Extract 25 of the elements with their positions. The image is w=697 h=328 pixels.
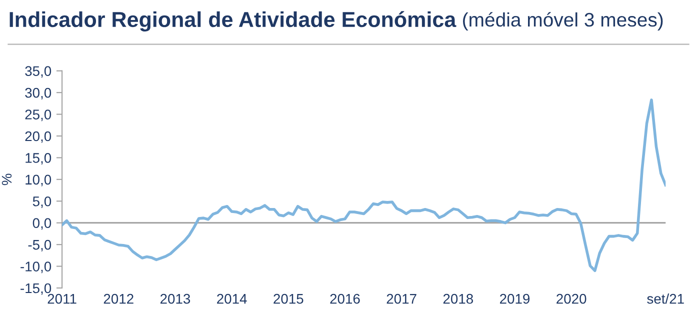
chart-title: Indicador Regional de Atividade Económica — [10, 11, 456, 32]
x-tick-label: 2014 — [217, 294, 247, 304]
y-tick-label: 30,0 — [25, 88, 52, 100]
y-tick-label: 35,0 — [25, 66, 52, 78]
x-tick-label: 2017 — [386, 294, 416, 304]
x-tick-label: 2015 — [274, 294, 304, 304]
y-axis-title: % — [2, 174, 12, 186]
y-tick-label: -5,0 — [28, 240, 52, 252]
x-tick-label: 2018 — [443, 294, 473, 304]
y-tick-label: 5,0 — [32, 196, 52, 208]
x-tick-label: 2011 — [48, 294, 76, 304]
x-tick-label: set/21 — [647, 294, 684, 304]
x-tick-label: 2012 — [104, 294, 134, 304]
y-tick-label: -15,0 — [20, 283, 52, 295]
x-tick-label: 2019 — [500, 294, 530, 304]
x-tick-label: 2020 — [556, 294, 586, 304]
y-tick-label: 10,0 — [26, 174, 52, 186]
x-tick-label: 2013 — [160, 294, 190, 304]
chart-subtitle: (média móvel 3 meses) — [463, 12, 663, 30]
y-tick-label: -10,0 — [20, 262, 52, 274]
y-tick-label: 20,0 — [25, 131, 52, 143]
x-tick-label: 2016 — [330, 294, 360, 304]
y-tick-label: 0,0 — [32, 218, 52, 230]
y-tick-label: 25,0 — [25, 110, 52, 122]
y-tick-label: 15,0 — [26, 153, 52, 165]
